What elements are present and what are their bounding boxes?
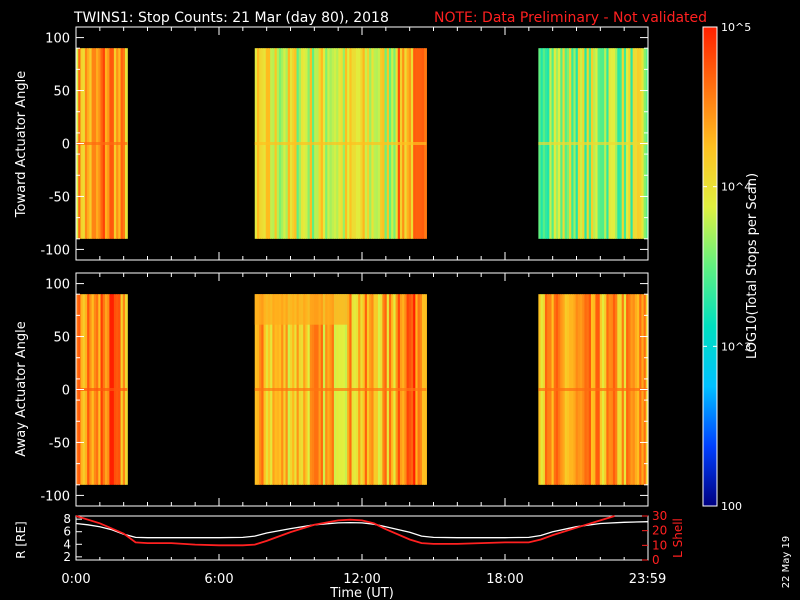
colorbar-label: LOG10(Total Stops per Scan) [745,173,760,359]
y-tick-label: 100 [45,32,70,47]
x-tick-label: 18:00 [486,572,523,587]
l-shell-tick-label: 10 [652,538,667,552]
heatmap-block [254,48,427,239]
preliminary-note: NOTE: Data Preliminary - Not validated [434,10,707,26]
colorbar-gradient [702,26,718,507]
r-tick-label: 4 [63,537,71,551]
l-shell-tick-label: 30 [652,509,667,523]
toward-y-axis-label: Toward Actuator Angle [14,71,29,218]
r-tick-label: 2 [63,550,71,564]
y-tick-label: -50 [49,190,70,205]
y-tick-label: 50 [53,331,70,346]
r-tick-label: 8 [63,512,71,526]
zero-angle-stripe [254,142,427,145]
figure-title: TWINS1: Stop Counts: 21 Mar (day 80), 20… [73,10,389,26]
y-tick-label: 0 [62,138,70,153]
zero-angle-stripe [76,388,128,391]
x-tick-label: 23:59 [629,572,666,587]
r-tick-label: 6 [63,525,71,539]
x-tick-label: 12:00 [343,572,380,587]
r-axis-label: R [RE] [14,521,28,558]
r-distance-line [75,521,649,539]
zero-angle-stripe [538,388,648,391]
l-shell-tick-label: 20 [652,524,667,538]
l-shell-line [75,515,615,547]
heatmap-block [538,48,649,239]
heatmap-block [538,294,649,485]
x-axis-label: Time (UT) [329,586,394,600]
colorbar-tick-label: 10^4 [721,181,751,194]
high-count-band [254,294,350,325]
date-stamp: 22 May 19 [781,536,792,588]
heatmap-block [76,48,128,239]
y-tick-label: 100 [45,278,70,293]
toward-angle-panel: 100 50 0 -50 -100 Toward Actuator Angle [14,26,649,261]
x-tick-label: 6:00 [204,572,233,587]
colorbar-tick-label: 100 [721,500,742,513]
l-shell-axis-label: L Shell [671,518,685,558]
x-tick-label: 0:00 [61,572,90,587]
away-y-axis-label: Away Actuator Angle [14,321,29,456]
y-tick-label: -100 [40,243,70,258]
heatmap-block [254,294,427,485]
y-tick-label: -50 [49,436,70,451]
y-tick-label: 0 [62,384,70,399]
colorbar: 100 10^3 10^4 10^5 LOG10(Total Stops per Sc… [702,21,760,513]
away-angle-panel: 100 50 0 -50 -100 Away Actuator Angle [14,272,649,507]
zero-angle-stripe [254,388,427,391]
zero-angle-stripe [76,142,128,145]
colorbar-tick-label: 10^5 [721,21,751,34]
colorbar-tick-label: 10^3 [721,340,751,353]
zero-angle-stripe [538,142,648,145]
l-shell-tick-label: 0 [652,553,660,567]
y-tick-label: -100 [40,489,70,504]
y-tick-label: 50 [53,85,70,100]
